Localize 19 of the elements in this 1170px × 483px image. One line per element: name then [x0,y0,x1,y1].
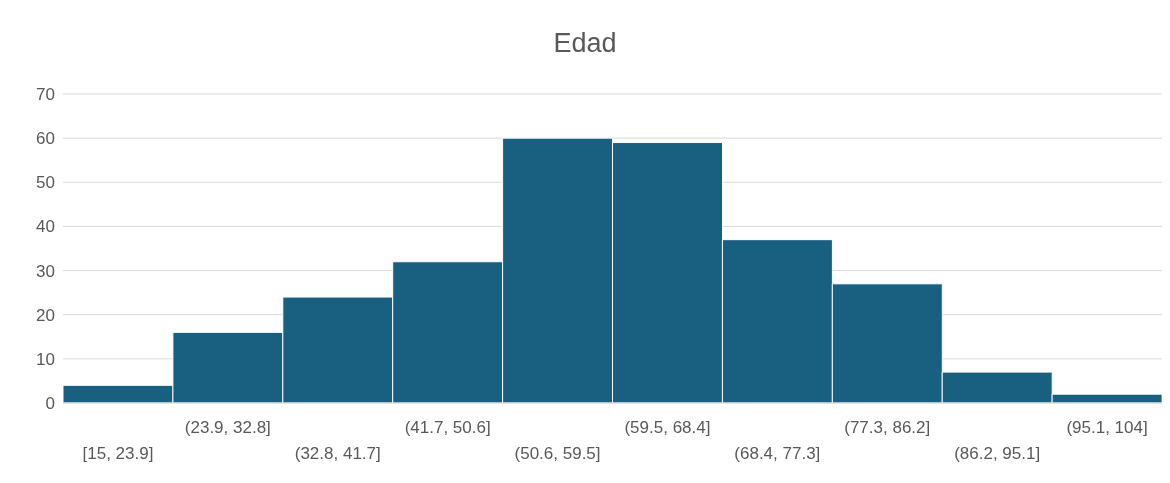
y-tick-label: 70 [36,85,55,105]
y-tick-label: 60 [36,129,55,149]
x-tick-label: (86.2, 95.1] [954,444,1041,463]
x-tick-label: (59.5, 68.4] [624,418,711,437]
y-tick-label: 40 [36,217,55,237]
x-tick-label: (32.8, 41.7] [294,444,381,463]
x-tick-label: (95.1, 104] [1066,418,1148,437]
y-tick-label: 50 [36,173,55,193]
x-tick-label: (41.7, 50.6] [404,418,491,437]
y-tick-label: 0 [45,394,55,414]
x-tick-label: (23.9, 32.8] [184,418,271,437]
y-tick-label: 20 [36,305,55,325]
x-tick-label: [15, 23.9] [82,444,154,463]
x-tick-label: (50.6, 59.5] [514,444,601,463]
chart-title: Edad [552,27,618,60]
x-tick-label: (77.3, 86.2] [844,418,931,437]
x-tick-label: (68.4, 77.3] [734,444,821,463]
y-tick-label: 30 [36,261,55,281]
y-tick-label: 10 [36,349,55,369]
